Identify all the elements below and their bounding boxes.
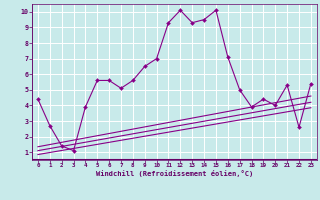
- X-axis label: Windchill (Refroidissement éolien,°C): Windchill (Refroidissement éolien,°C): [96, 170, 253, 177]
